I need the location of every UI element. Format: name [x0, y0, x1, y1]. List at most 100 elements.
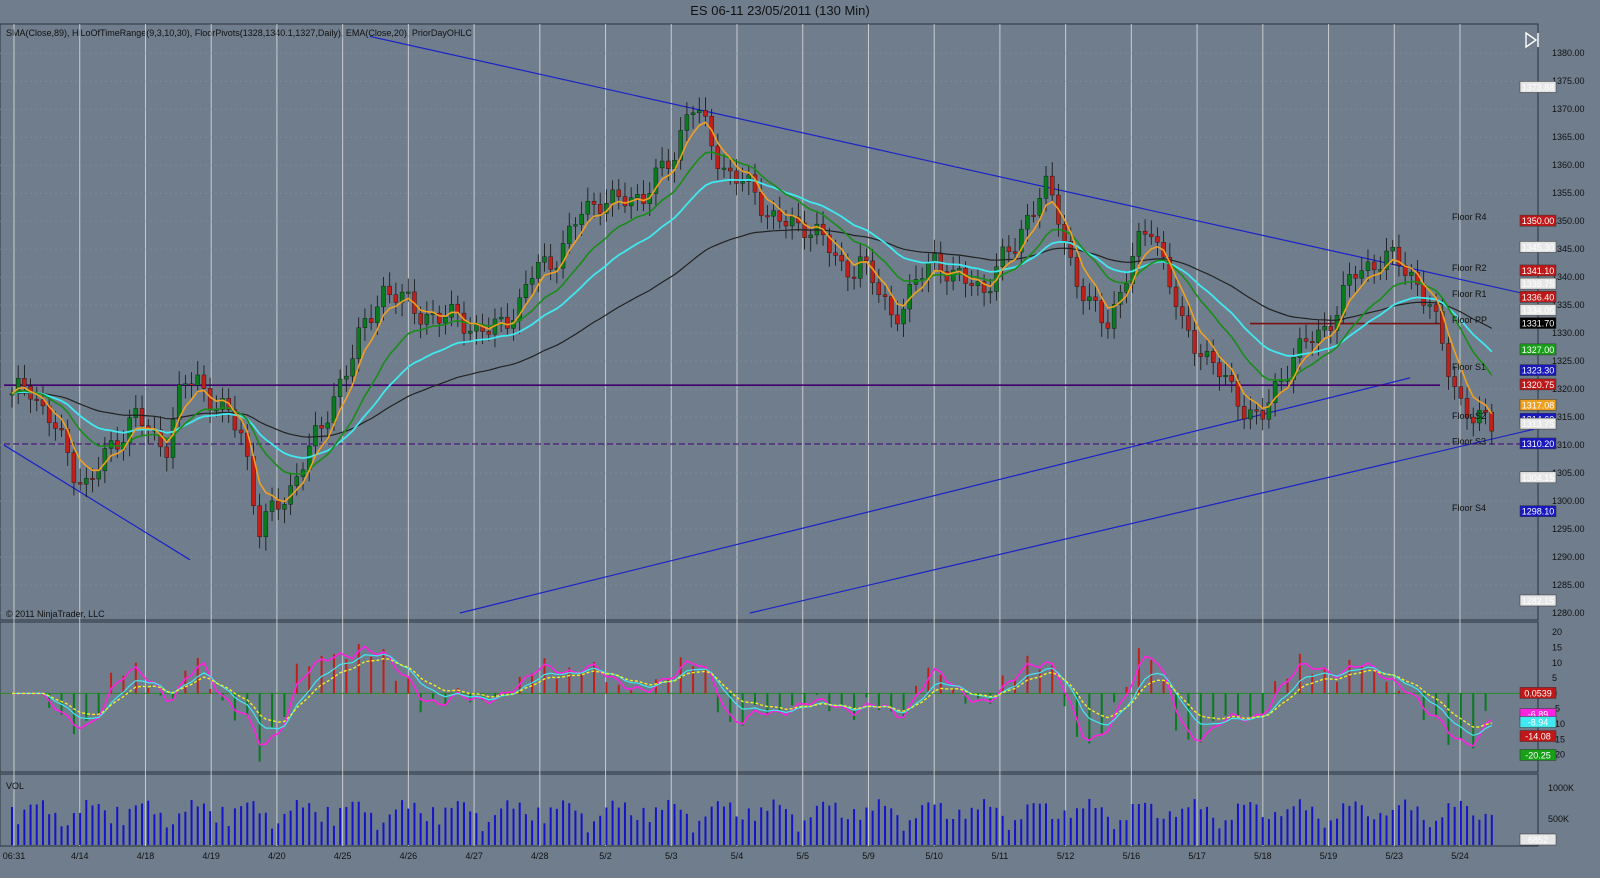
- volume-bar: [1001, 815, 1004, 845]
- histogram-bar: [1360, 666, 1363, 694]
- volume-bar: [1342, 803, 1345, 845]
- candle-body: [641, 194, 646, 204]
- badge-value: 1373.88: [1522, 82, 1555, 92]
- volume-bar: [964, 818, 967, 845]
- volume-bar: [419, 813, 422, 845]
- volume-bar: [840, 817, 843, 845]
- candle-body: [1006, 246, 1012, 252]
- candle-body: [1180, 306, 1185, 316]
- histogram-bar: [357, 643, 360, 694]
- volume-bar: [289, 810, 292, 845]
- candle-body: [690, 112, 696, 115]
- badge-bg: [1519, 437, 1557, 450]
- candle-body: [1489, 412, 1495, 432]
- candle-body: [585, 201, 591, 215]
- candle-body: [765, 215, 770, 218]
- volume-bar: [1113, 829, 1116, 845]
- volume-bar: [1236, 803, 1239, 845]
- ema-20-line: [11, 151, 1493, 475]
- volume-bar: [29, 804, 32, 845]
- volume-bar: [432, 807, 435, 845]
- candle-body: [282, 504, 287, 510]
- downtrend-line: [369, 35, 1539, 298]
- play-icon[interactable]: [1524, 31, 1540, 49]
- histogram-bar: [85, 693, 88, 721]
- candle-body: [851, 276, 857, 279]
- volume-bar: [1286, 809, 1289, 845]
- histogram-bar: [964, 693, 967, 704]
- volume-bar: [586, 832, 589, 845]
- histogram-bar: [1236, 693, 1239, 718]
- volume-bar: [233, 808, 236, 845]
- volume-bar: [54, 812, 57, 845]
- volume-bar: [747, 808, 750, 845]
- candle-body: [1291, 357, 1296, 380]
- moving-averages: [11, 121, 1493, 503]
- badge-value: 1310.20: [1522, 439, 1555, 449]
- badge-bg: [1519, 291, 1557, 303]
- volume-bar: [376, 829, 379, 845]
- x-tick-label: 5/2: [599, 851, 612, 861]
- hilo-line: [11, 121, 1493, 503]
- volume-bar: [320, 821, 323, 845]
- volume-bar: [1360, 805, 1363, 845]
- candle-body: [833, 252, 838, 256]
- histogram-bar: [134, 662, 137, 694]
- histogram-bar: [1298, 653, 1301, 694]
- price-tick-label: 1370.00: [1552, 104, 1585, 114]
- candle-body: [133, 408, 139, 418]
- volume-bar: [815, 805, 818, 845]
- volume-bar: [1354, 801, 1357, 845]
- volume-panel[interactable]: [0, 773, 1539, 847]
- histogram-bar: [432, 693, 435, 699]
- candle-body: [889, 296, 894, 316]
- candle-body: [269, 500, 275, 512]
- candle-body: [1297, 338, 1303, 358]
- histogram-bar: [939, 674, 942, 694]
- volume-bar: [784, 809, 787, 845]
- candle-body: [96, 470, 101, 480]
- candle-body: [393, 294, 399, 303]
- volume-bar: [735, 816, 738, 845]
- volume-bar: [593, 821, 596, 845]
- volume-bar: [1348, 805, 1351, 845]
- candle-body: [1477, 410, 1482, 424]
- volume-bar: [1323, 827, 1326, 845]
- volume-bar: [1032, 803, 1035, 845]
- badge-bg: [1519, 749, 1557, 761]
- candle-body: [498, 316, 504, 320]
- price-tick-label: 1285.00: [1552, 580, 1585, 590]
- badge-value: 1304.15: [1522, 473, 1555, 483]
- x-tick-label: 5/4: [731, 851, 744, 861]
- x-tick-label: 4/20: [268, 851, 286, 861]
- candle-body: [740, 181, 745, 184]
- badge-value: 1334.05: [1522, 305, 1555, 315]
- histogram-bar: [716, 693, 719, 713]
- candle-body: [170, 419, 176, 458]
- volume-bar: [580, 813, 583, 845]
- histogram-bar: [1125, 686, 1128, 694]
- volume-bar: [574, 810, 577, 845]
- candle-body: [1080, 286, 1086, 301]
- price-tick-label: 1345.00: [1552, 244, 1585, 254]
- histogram-bar: [791, 693, 794, 706]
- osc-tick-label: 10: [1552, 658, 1562, 668]
- histogram-bar: [233, 693, 236, 721]
- pivot-label: Floor PP: [1452, 315, 1487, 325]
- volume-bar: [803, 820, 806, 845]
- y-axis: 1380.00 1375.00 1370.00 1365.00 1360.00 1355.…: [1548, 48, 1585, 824]
- badge-value: -8.94: [1528, 718, 1549, 728]
- candle-body: [622, 196, 628, 207]
- volume-bar: [339, 807, 342, 845]
- candle-body: [827, 234, 832, 254]
- candle-body: [1142, 230, 1148, 235]
- volume-bar: [958, 809, 961, 845]
- pivot-label: Floor R2: [1452, 263, 1487, 273]
- volume-bar: [642, 807, 645, 845]
- osc-cyan-line: [12, 653, 1493, 737]
- volume-bar: [809, 817, 812, 845]
- volume-bar: [72, 813, 75, 845]
- price-tick-label: 1360.00: [1552, 160, 1585, 170]
- candle-body: [783, 221, 789, 227]
